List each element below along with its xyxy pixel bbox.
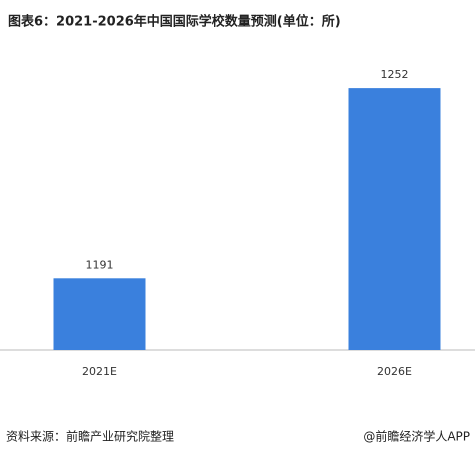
value-label: 1252 [381, 68, 409, 81]
bar [348, 88, 441, 350]
chart-title: 图表6：2021-2026年中国国际学校数量预测(单位：所) [8, 14, 341, 30]
x-tick-label: 2026E [377, 365, 412, 378]
x-tick-label: 2021E [82, 365, 117, 378]
source: 资料来源：前瞻产业研究院整理 [6, 429, 174, 444]
value-label: 1191 [86, 258, 114, 271]
credit: @前瞻经济学人APP [363, 429, 470, 444]
bar [53, 278, 146, 350]
